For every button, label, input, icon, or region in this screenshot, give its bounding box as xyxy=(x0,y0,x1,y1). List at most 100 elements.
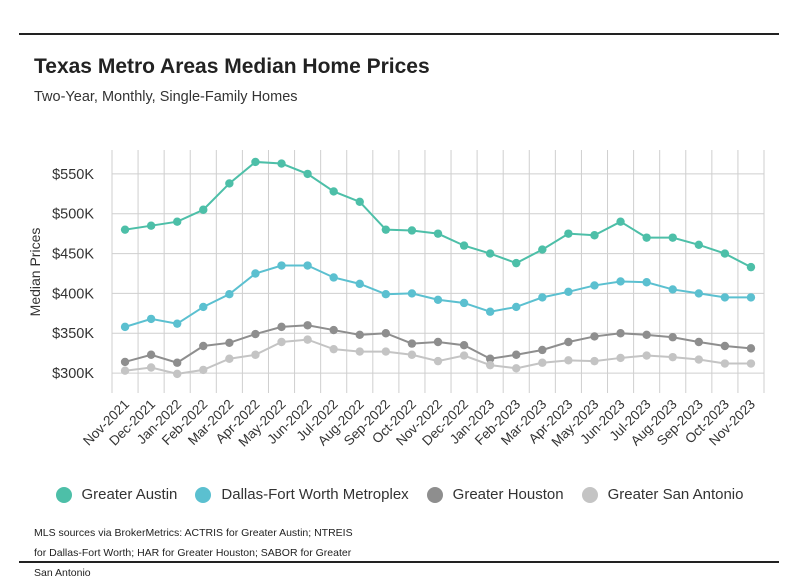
data-point xyxy=(459,351,469,360)
data-point xyxy=(616,217,625,226)
data-point xyxy=(120,366,130,375)
data-point xyxy=(668,285,677,294)
data-point xyxy=(746,344,756,353)
data-point xyxy=(277,159,286,168)
data-point xyxy=(459,298,469,308)
y-tick-label: $550K xyxy=(52,167,94,183)
legend-label: Dallas-Fort Worth Metroplex xyxy=(221,486,409,503)
data-point xyxy=(120,225,130,234)
data-point xyxy=(720,249,730,258)
data-point xyxy=(616,277,625,286)
data-point xyxy=(538,245,547,254)
data-point xyxy=(694,337,703,347)
data-point xyxy=(407,289,417,298)
series-1 xyxy=(120,261,756,332)
chart-subtitle: Two-Year, Monthly, Single-Family Homes xyxy=(34,89,298,105)
data-point xyxy=(355,330,364,340)
data-point xyxy=(407,339,417,348)
data-point xyxy=(433,295,443,304)
legend-item: Greater Houston xyxy=(426,486,564,503)
data-point xyxy=(407,226,417,235)
data-point xyxy=(277,261,286,270)
data-point xyxy=(564,287,573,297)
data-point xyxy=(329,344,338,354)
data-point xyxy=(720,359,730,368)
data-point xyxy=(485,307,495,316)
data-point xyxy=(590,231,599,240)
data-point xyxy=(433,337,443,347)
data-point xyxy=(199,205,208,214)
data-point xyxy=(538,358,547,367)
top-rule xyxy=(19,33,779,35)
data-point xyxy=(459,241,469,250)
data-point xyxy=(381,290,391,299)
legend-item: Greater San Antonio xyxy=(581,486,744,503)
x-axis: Nov-2021Dec-2021Jan-2022Feb-2022Mar-2022… xyxy=(80,397,758,450)
data-point xyxy=(642,330,651,340)
series-group xyxy=(120,157,756,379)
data-point xyxy=(512,350,521,359)
data-point xyxy=(694,289,703,298)
data-point xyxy=(355,347,364,356)
data-point xyxy=(381,225,391,234)
data-point xyxy=(746,262,756,272)
data-point xyxy=(277,337,286,347)
line-chart: $300K $350K $400K $450K $500K $550K Nov-2021D… xyxy=(27,150,765,450)
y-tick-label: $400K xyxy=(52,286,94,302)
data-point xyxy=(512,258,521,268)
data-point xyxy=(538,345,547,355)
chart-title: Texas Metro Areas Median Home Prices xyxy=(34,55,430,78)
data-point xyxy=(668,233,677,242)
data-point xyxy=(303,261,312,270)
data-point xyxy=(303,169,312,179)
series-0 xyxy=(120,157,756,272)
data-point xyxy=(146,221,156,230)
legend-label: Greater Houston xyxy=(452,486,564,503)
data-point xyxy=(303,335,312,344)
legend-swatch xyxy=(426,486,443,503)
data-point xyxy=(120,357,130,367)
data-point xyxy=(590,281,599,290)
data-point xyxy=(173,319,182,328)
y-tick-label: $450K xyxy=(52,247,94,263)
data-point xyxy=(146,350,156,359)
legend-label: Greater Austin xyxy=(81,486,178,503)
data-point xyxy=(173,217,182,226)
data-point xyxy=(720,341,730,351)
data-point xyxy=(251,157,260,167)
data-point xyxy=(564,356,573,365)
y-tick-label: $350K xyxy=(52,326,94,342)
data-point xyxy=(564,337,573,347)
data-point xyxy=(590,332,599,341)
source-note: MLS sources via BrokerMetrics: ACTRIS fo… xyxy=(34,527,353,579)
legend: Greater Austin Dallas-Fort Worth Metrople… xyxy=(0,486,799,503)
y-tick-label: $300K xyxy=(52,366,94,382)
data-point xyxy=(485,249,495,258)
data-point xyxy=(225,354,234,363)
data-point xyxy=(642,351,651,360)
data-point xyxy=(485,360,495,370)
data-point xyxy=(251,329,260,339)
legend-item: Greater Austin xyxy=(55,486,178,503)
data-point xyxy=(512,364,521,373)
data-point xyxy=(303,321,312,330)
data-point xyxy=(407,350,417,359)
data-point xyxy=(746,359,756,368)
data-point xyxy=(746,293,756,302)
data-point xyxy=(668,352,677,362)
bottom-rule xyxy=(19,561,779,563)
data-point xyxy=(590,356,599,366)
data-point xyxy=(120,322,130,332)
data-point xyxy=(225,290,234,299)
data-point xyxy=(694,355,703,364)
data-point xyxy=(225,179,234,188)
data-point xyxy=(225,338,234,348)
y-axis: $300K $350K $400K $450K $500K $550K xyxy=(52,167,94,382)
legend-swatch xyxy=(195,486,212,503)
series-line xyxy=(124,160,752,269)
data-point xyxy=(146,314,156,324)
data-point xyxy=(173,358,182,367)
data-point xyxy=(616,353,625,363)
data-point xyxy=(512,302,521,312)
data-point xyxy=(694,240,703,250)
